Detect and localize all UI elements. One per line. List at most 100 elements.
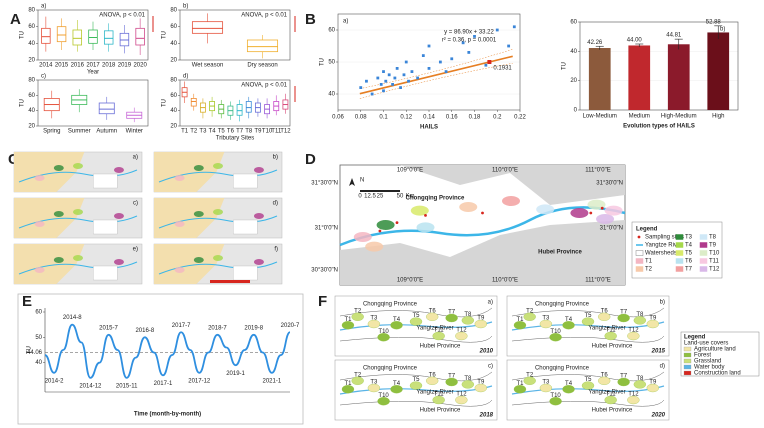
legend-box <box>680 331 760 377</box>
y-axis-label: TU <box>162 99 168 107</box>
site-label: T9 <box>649 380 657 386</box>
panel-frame <box>17 293 304 425</box>
plot-frame <box>179 9 291 61</box>
map-watershed <box>596 214 615 224</box>
point <box>512 25 516 29</box>
legend-label: Agriculture land <box>694 347 736 353</box>
stat-label: ANOVA, p < 0.01 <box>99 13 145 19</box>
map-watershed <box>213 163 223 169</box>
map-label: a) <box>488 300 493 306</box>
panel-label: A <box>10 11 21 28</box>
map-watershed <box>174 221 185 227</box>
legend-label: T10 <box>709 251 720 257</box>
site-label: T1 <box>344 381 352 387</box>
map-land <box>340 165 625 205</box>
map-watershed <box>502 196 520 206</box>
box <box>191 21 224 34</box>
map-river <box>511 321 665 331</box>
bar <box>707 32 730 110</box>
x-tick-label: Autumn <box>96 129 117 135</box>
map-watershed <box>410 205 429 216</box>
north-arrow <box>349 178 355 186</box>
map-watershed <box>193 257 204 263</box>
point <box>391 83 394 86</box>
river-label: Yangtze River <box>416 390 453 396</box>
panel-sub-label: a) <box>343 19 348 25</box>
site-label: T5 <box>412 313 420 319</box>
annotation: 2017-7 <box>172 323 191 329</box>
y-tick-label: 40 <box>570 49 577 55</box>
x-tick-label: T2 <box>190 129 198 135</box>
site-label: T3 <box>542 380 550 386</box>
legend-swatch <box>675 266 684 272</box>
x-tick-label: T4 <box>209 129 217 135</box>
legend-label: Watersheds <box>645 251 677 257</box>
lat-label: 30°30'0"N <box>311 268 338 274</box>
map-landuse <box>633 316 646 325</box>
map-landuse <box>581 381 595 390</box>
map-landuse <box>646 319 659 329</box>
point <box>461 41 465 45</box>
box <box>88 29 98 44</box>
point <box>395 67 399 70</box>
legend-label: T7 <box>685 267 693 273</box>
map-legend <box>93 265 118 281</box>
legend-label: T8 <box>709 235 717 241</box>
highlight-point <box>487 60 492 64</box>
site-label: T4 <box>393 317 401 323</box>
lon-label: 109°0'0"E <box>397 278 423 284</box>
legend-label: T11 <box>709 259 720 265</box>
point <box>467 51 471 54</box>
point <box>402 73 406 77</box>
x-tick-label: 0.14 <box>423 115 435 121</box>
map-watershed <box>34 267 45 273</box>
map-landuse <box>341 385 355 394</box>
legend-swatch <box>699 250 708 256</box>
site-label: T3 <box>370 380 378 386</box>
site-label: T8 <box>636 312 644 318</box>
map-landuse <box>581 317 595 326</box>
map-landuse <box>598 376 611 385</box>
box <box>245 101 252 113</box>
value-label: 42.26 <box>587 40 603 46</box>
value-label: 44.81 <box>666 33 682 39</box>
site-label: T11 <box>434 328 445 334</box>
point <box>384 79 388 83</box>
box <box>246 39 279 53</box>
point <box>438 60 442 64</box>
map-landuse <box>445 377 458 387</box>
site-label: T7 <box>448 310 456 316</box>
bar <box>588 48 611 110</box>
y-tick-label: 0 <box>574 108 578 114</box>
region-label: Hubei Province <box>420 408 461 414</box>
map-watershed <box>253 213 264 219</box>
y-tick-label: 20 <box>28 58 35 64</box>
x-tick-label: T11 <box>271 129 282 135</box>
x-tick-label: Dry season <box>247 63 277 69</box>
x-tick-label: T9 <box>254 129 262 135</box>
map-legend <box>93 173 118 189</box>
map-region <box>154 198 225 238</box>
map-landuse <box>617 313 630 323</box>
point <box>399 86 402 89</box>
point <box>387 73 391 77</box>
site-label: T9 <box>649 316 657 322</box>
map-landuse <box>377 333 390 342</box>
y-axis-label: TU <box>20 99 26 107</box>
panel-label: B <box>305 11 316 28</box>
site-label: T10 <box>550 393 561 399</box>
annotation: 2020-7 <box>281 323 300 329</box>
legend-swatch <box>699 242 708 248</box>
y-tick-label: 60 <box>28 24 35 30</box>
y-tick-label: 40 <box>170 108 177 114</box>
point <box>382 89 385 93</box>
x-tick-label: 2016 <box>71 63 85 69</box>
scale-label: Km <box>406 194 415 200</box>
site-label: T7 <box>448 374 456 380</box>
site-label: T2 <box>526 308 534 314</box>
legend-swatch <box>637 235 641 239</box>
map-landuse <box>409 317 423 326</box>
point <box>410 70 414 73</box>
box <box>236 104 243 116</box>
x-tick-label: Medium <box>629 114 650 120</box>
